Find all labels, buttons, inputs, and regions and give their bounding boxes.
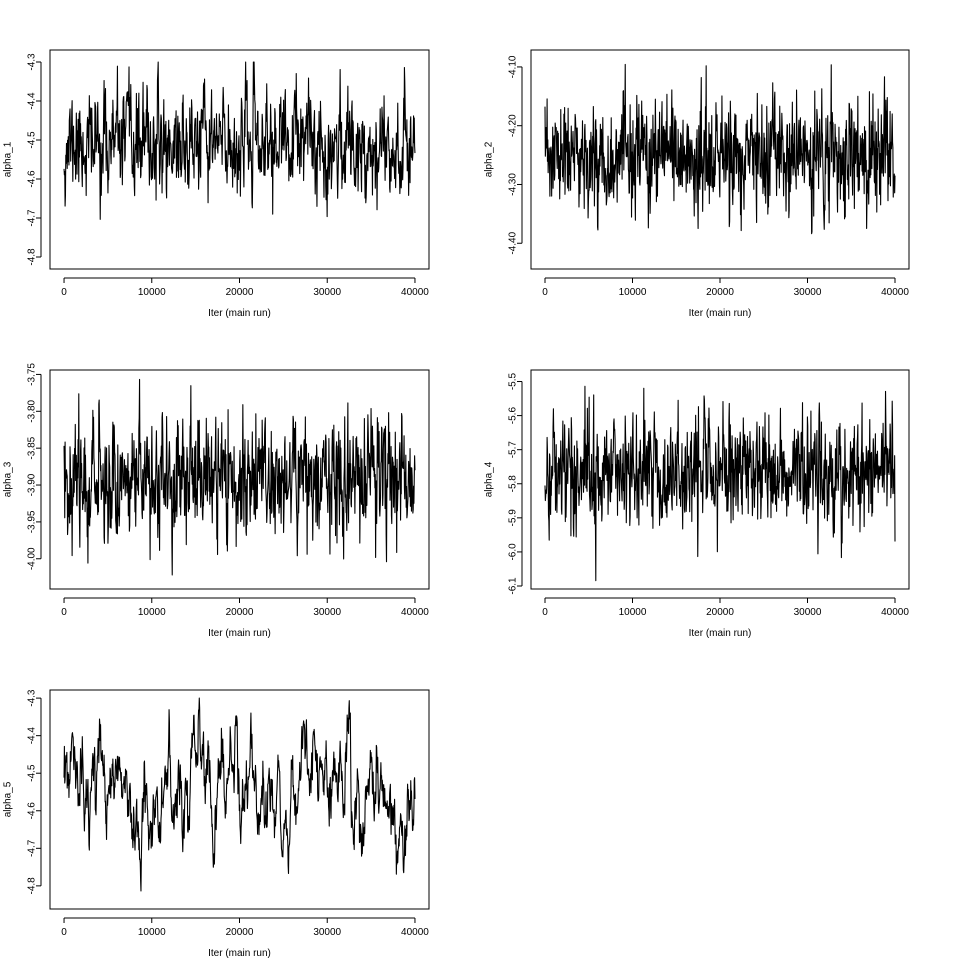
trace-panel-5: 0 10000 20000 30000 40000-4.3-4.4-4.5-4.6-4.… xyxy=(3,689,430,959)
y-tick-label: -3.95 xyxy=(27,510,38,533)
y-tick-label: -4.5 xyxy=(27,764,38,782)
y-tick-label: -3.85 xyxy=(27,436,38,459)
trace-panel-4: 0 10000 20000 30000 40000-5.5-5.6-5.7-5.8-5.… xyxy=(484,369,910,639)
plot-frame xyxy=(530,369,910,590)
trace-line-2 xyxy=(544,63,896,235)
y-tick-label: -5.7 xyxy=(508,441,519,459)
x-tick-label: 40000 xyxy=(881,287,909,298)
x-axis-label: Iter (main run) xyxy=(208,948,271,959)
plot-frame xyxy=(530,49,910,270)
trace-panel-1: 0 10000 20000 30000 40000-4.3-4.4-4.5-4.6-4.… xyxy=(3,49,430,319)
plot-frame xyxy=(49,49,430,270)
x-tick-label: 10000 xyxy=(619,287,647,298)
x-tick-label: 0 xyxy=(61,607,67,618)
x-tick-label: 0 xyxy=(542,607,548,618)
x-tick-label: 40000 xyxy=(881,607,909,618)
plot-frame xyxy=(49,369,430,590)
y-tick-label: -4.8 xyxy=(27,877,38,895)
y-tick-label: -4.20 xyxy=(508,114,519,137)
x-tick-label: 10000 xyxy=(138,607,166,618)
x-tick-label: 20000 xyxy=(706,607,734,618)
y-tick-label: -5.6 xyxy=(508,407,519,425)
trace-line-4 xyxy=(544,385,896,582)
trace-line-3 xyxy=(63,378,416,576)
y-tick-label: -4.6 xyxy=(27,170,38,188)
y-axis-label: alpha_1 xyxy=(3,141,14,177)
y-tick-label: -4.3 xyxy=(27,53,38,71)
y-axis: -4.3 -4.4 -4.5 -4.6 -4.7 -4.8 xyxy=(27,689,42,894)
y-axis-label: alpha_5 xyxy=(3,781,14,817)
y-tick-label: -4.4 xyxy=(27,727,38,745)
x-axis: 0 10000 20000 30000 40000 xyxy=(542,277,909,298)
y-axis: -4.3 -4.4 -4.5 -4.6 -4.7 -4.8 xyxy=(27,53,42,266)
y-tick-label: -4.4 xyxy=(27,92,38,110)
x-tick-label: 40000 xyxy=(401,927,429,938)
y-tick-label: -3.90 xyxy=(27,473,38,496)
y-tick-label: -5.8 xyxy=(508,475,519,493)
y-tick-label: -3.80 xyxy=(27,399,38,422)
y-tick-label: -4.40 xyxy=(508,231,519,254)
x-tick-label: 30000 xyxy=(794,607,822,618)
y-tick-label: -4.00 xyxy=(27,547,38,570)
x-tick-label: 10000 xyxy=(619,607,647,618)
plot-frame xyxy=(49,689,430,910)
x-tick-label: 20000 xyxy=(706,287,734,298)
x-axis: 0 10000 20000 30000 40000 xyxy=(61,277,429,298)
x-axis-label: Iter (main run) xyxy=(208,308,271,319)
trace-line-5 xyxy=(63,697,416,892)
x-axis-label: Iter (main run) xyxy=(689,628,752,639)
y-tick-label: -4.3 xyxy=(27,689,38,707)
y-tick-label: -5.5 xyxy=(508,372,519,390)
x-tick-label: 10000 xyxy=(138,287,166,298)
y-tick-label: -4.8 xyxy=(27,248,38,266)
x-tick-label: 20000 xyxy=(226,287,254,298)
y-axis: -3.75 -3.80 -3.85 -3.90 -3.95 -4.00 xyxy=(27,363,42,570)
y-tick-label: -4.10 xyxy=(508,55,519,78)
x-tick-label: 40000 xyxy=(401,287,429,298)
x-tick-label: 30000 xyxy=(313,607,341,618)
x-tick-label: 0 xyxy=(542,287,548,298)
y-tick-label: -4.7 xyxy=(27,209,38,227)
x-axis-label: Iter (main run) xyxy=(208,628,271,639)
y-tick-label: -4.30 xyxy=(508,173,519,196)
x-tick-label: 20000 xyxy=(226,607,254,618)
y-axis: -5.5 -5.6 -5.7 -5.8 -5.9 -6.0 -6.1 xyxy=(508,372,523,595)
x-axis: 0 10000 20000 30000 40000 xyxy=(542,597,909,618)
x-tick-label: 10000 xyxy=(138,927,166,938)
y-axis-label: alpha_4 xyxy=(484,461,495,497)
x-tick-label: 40000 xyxy=(401,607,429,618)
x-tick-label: 30000 xyxy=(313,287,341,298)
y-tick-label: -3.75 xyxy=(27,363,38,386)
trace-panel-3: 0 10000 20000 30000 40000 -3.75 -3.80 -3.85 -3.9… xyxy=(3,363,430,639)
y-axis-label: alpha_3 xyxy=(3,461,14,497)
y-tick-label: -6.0 xyxy=(508,543,519,561)
y-tick-label: -4.5 xyxy=(27,131,38,149)
y-tick-label: -4.7 xyxy=(27,839,38,857)
x-tick-label: 0 xyxy=(61,927,67,938)
trace-panel-2: 0 10000 20000 30000 40000 -4.10 -4.20 -4.30 -4.4… xyxy=(484,49,910,319)
x-tick-label: 30000 xyxy=(313,927,341,938)
trace-line-1 xyxy=(63,61,416,220)
x-tick-label: 20000 xyxy=(226,927,254,938)
y-tick-label: -6.1 xyxy=(508,577,519,595)
x-tick-label: 0 xyxy=(61,287,67,298)
x-tick-label: 30000 xyxy=(794,287,822,298)
x-axis: 0 10000 20000 30000 40000 xyxy=(61,917,429,938)
x-axis-label: Iter (main run) xyxy=(689,308,752,319)
y-tick-label: -4.6 xyxy=(27,802,38,820)
y-axis-label: alpha_2 xyxy=(484,141,495,177)
x-axis: 0 10000 20000 30000 40000 xyxy=(61,597,429,618)
y-tick-label: -5.9 xyxy=(508,509,519,527)
y-axis: -4.10 -4.20 -4.30 -4.40 xyxy=(508,55,523,255)
